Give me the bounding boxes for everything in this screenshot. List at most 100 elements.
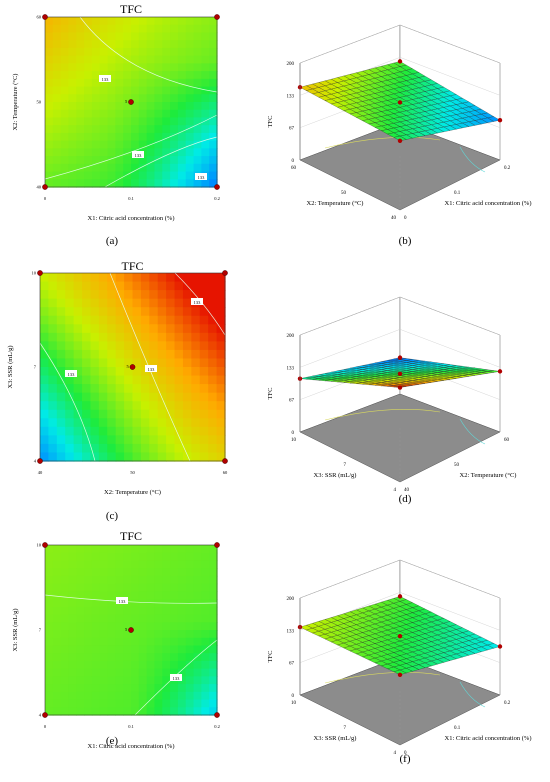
design-point [397, 385, 403, 390]
heatmap-cell [84, 645, 93, 654]
heatmap-cell [60, 132, 70, 142]
heatmap-cell [193, 552, 202, 562]
heatmap-cell [132, 367, 142, 377]
heatmap-cell [91, 560, 101, 569]
heatmap-cell [182, 358, 192, 368]
heatmap-cell [131, 668, 140, 677]
heatmap-cell [123, 707, 132, 716]
heatmap-cell [157, 367, 167, 377]
heatmap-cell [68, 591, 77, 600]
heatmap-cell [157, 341, 167, 351]
heatmap-cell [76, 591, 85, 600]
heatmap-cell [209, 102, 218, 111]
heatmap-cell [107, 63, 116, 72]
heatmap-cell [60, 86, 70, 95]
heatmap-cell [107, 281, 117, 291]
heatmap-cell [132, 281, 142, 291]
heatmap-cell [170, 132, 179, 142]
heatmap-cell [40, 324, 50, 334]
surface-mesh [299, 61, 501, 141]
heatmap-cell [76, 55, 85, 64]
heatmap-cell [138, 630, 148, 639]
contour-lines-a [44, 16, 218, 188]
heatmap-cell [68, 148, 77, 157]
heatmap-cell [60, 614, 70, 623]
heatmap-cells-c [40, 273, 226, 462]
heatmap-cell [185, 707, 195, 716]
heatmap-cell [201, 47, 210, 57]
heatmap-cell [140, 324, 150, 334]
heatmap-cell [107, 614, 116, 623]
heatmap-cell [68, 40, 77, 49]
heatmap-cell [90, 418, 100, 428]
heatmap-cell [154, 148, 163, 157]
heatmap-cell [146, 125, 156, 134]
heatmap-cell [48, 273, 58, 283]
heatmap-cell [149, 392, 159, 402]
heatmap-cell [115, 653, 124, 662]
axis2-tick-label: 0 [404, 751, 407, 756]
heatmap-cell [157, 401, 167, 411]
heatmap-cell [98, 290, 108, 300]
y-tick-label: 10 [32, 271, 37, 276]
heatmap-cell [185, 568, 195, 577]
heatmap-cell [107, 443, 117, 454]
heatmap-cell [201, 156, 210, 165]
heatmap-cell [170, 645, 179, 654]
contour-label: 133 [170, 674, 182, 681]
heatmap-cell [107, 47, 116, 57]
heatmap-cell [52, 583, 62, 592]
heatmap-cell [99, 591, 109, 600]
heatmap-cell [166, 401, 176, 411]
heatmap-cell [166, 426, 176, 436]
heatmap-cell [115, 691, 124, 701]
heatmap-cell [191, 401, 201, 411]
heatmap-cell [91, 614, 101, 623]
heatmap-cell [115, 699, 124, 708]
heatmap-cell [146, 707, 156, 716]
heatmap-cell [140, 443, 150, 454]
heatmap-cell [191, 409, 201, 419]
heatmap-cell [146, 614, 156, 623]
heatmap-cell [170, 622, 179, 631]
heatmap-cell [193, 55, 202, 64]
heatmap-cell [84, 575, 93, 585]
heatmap-cell [193, 125, 202, 134]
heatmap-cell [199, 298, 209, 308]
heatmap-cell [91, 40, 101, 49]
heatmap-cell [216, 298, 226, 308]
heatmap-cell [131, 699, 140, 708]
heatmap-cell [149, 307, 159, 317]
heatmap-cell [115, 40, 124, 49]
heatmap-cell [185, 606, 195, 616]
contour-label-text: 133 [68, 372, 76, 377]
heatmap-cell [52, 17, 62, 26]
heatmap-cell [193, 653, 202, 662]
heatmap-cell [68, 660, 77, 670]
heatmap-cell [99, 109, 109, 119]
heatmap-cell [48, 332, 58, 342]
heatmap-cell [107, 691, 116, 701]
design-point [497, 369, 503, 374]
heatmap-cell [216, 409, 226, 419]
heatmap-cell [157, 307, 167, 317]
axis2-tick-label: 0.1 [454, 191, 461, 196]
heatmap-cell [90, 341, 100, 351]
axis1-tick-label: 50 [341, 191, 347, 196]
heatmap-cell [98, 298, 108, 308]
heatmap-cell [52, 179, 62, 188]
heatmap-cell [199, 324, 209, 334]
axis1-tick-label: 60 [291, 166, 297, 171]
heatmap-cell [131, 684, 140, 693]
heatmap-cell [115, 552, 124, 562]
heatmap-cell [216, 418, 226, 428]
heatmap-cells-a [45, 17, 218, 188]
heatmap-cell [115, 392, 125, 402]
heatmap-cell [123, 78, 132, 88]
heatmap-cell [115, 645, 124, 654]
heatmap-cell [132, 341, 142, 351]
heatmap-cell [146, 622, 156, 631]
heatmap-cell [131, 691, 140, 701]
z-tick-label: 67 [289, 662, 295, 667]
